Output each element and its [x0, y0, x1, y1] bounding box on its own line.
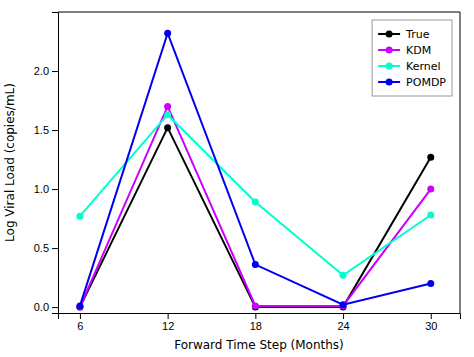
marker	[164, 111, 171, 118]
tick: 0.0	[34, 301, 58, 313]
marker	[340, 301, 347, 308]
axis-line	[59, 314, 461, 320]
marker	[164, 30, 171, 37]
tick-mark	[80, 313, 81, 319]
legend-label: KDM	[406, 44, 431, 57]
tick: 24	[337, 313, 349, 332]
legend-marker	[386, 63, 393, 70]
y-axis: 0.0 0.5 1.0 1.5 2.0	[34, 13, 59, 314]
tick-mark	[52, 248, 58, 249]
line	[80, 115, 431, 276]
tick-mark	[52, 307, 58, 308]
tick: 0.5	[34, 242, 58, 254]
tick-label: 2.0	[34, 65, 49, 77]
tick: 18	[250, 313, 262, 332]
marker	[427, 280, 434, 287]
tick-label: 18	[250, 320, 262, 332]
marker	[164, 103, 171, 110]
tick-mark	[431, 313, 432, 319]
tick-label: 1.5	[34, 124, 49, 136]
tick-mark	[168, 313, 169, 319]
tick-mark	[255, 313, 256, 319]
tick: 1.5	[34, 124, 58, 136]
marker	[252, 302, 259, 309]
marker	[427, 186, 434, 193]
tick: 1.0	[34, 183, 58, 195]
legend-item: True	[378, 28, 430, 41]
marker	[164, 124, 171, 131]
legend-item: KDM	[378, 44, 431, 57]
marker	[252, 199, 259, 206]
series	[76, 103, 434, 311]
axis-line	[52, 13, 59, 314]
tick-label: 24	[337, 320, 349, 332]
tick-label: 0.0	[34, 301, 49, 313]
tick-mark	[52, 71, 58, 72]
legend-marker	[386, 47, 393, 54]
tick-mark	[52, 130, 58, 131]
marker	[340, 272, 347, 279]
legend-label: Kernel	[406, 60, 441, 73]
marker	[76, 213, 83, 220]
legend-label: POMDP	[406, 76, 446, 89]
marker	[76, 302, 83, 309]
tick-label: 30	[425, 320, 437, 332]
legend-frame	[372, 20, 452, 96]
series	[76, 111, 434, 279]
legend-marker	[386, 31, 393, 38]
legend: True KDM Kernel POMDP	[372, 20, 452, 96]
tick-mark	[343, 313, 344, 319]
plot-frame	[58, 12, 460, 313]
tick: 2.0	[34, 65, 58, 77]
x-axis: 6 12 18 24 30	[59, 313, 461, 332]
y-axis-title: Log Viral Load (copies/mL)	[3, 83, 17, 242]
legend-marker	[386, 79, 393, 86]
tick-label: 12	[162, 320, 174, 332]
tick-label: 0.5	[34, 242, 49, 254]
tick-label: 6	[77, 320, 83, 332]
tick-mark	[52, 189, 58, 190]
tick: 30	[425, 313, 437, 332]
x-axis-title: Forward Time Step (Months)	[174, 338, 344, 352]
legend-item: Kernel	[378, 60, 441, 73]
plot: 6 12 18 24 30 0.0 0.5 1.0 1.5 2.0 Forward Time Ste…	[3, 12, 461, 352]
marker	[252, 261, 259, 268]
marker	[427, 154, 434, 161]
marker	[427, 212, 434, 219]
tick-label: 1.0	[34, 183, 49, 195]
legend-label: True	[405, 28, 430, 41]
tick: 6	[77, 313, 83, 332]
line	[80, 106, 431, 307]
legend-item: POMDP	[378, 76, 446, 89]
tick: 12	[162, 313, 174, 332]
chart: 6 12 18 24 30 0.0 0.5 1.0 1.5 2.0 Forward Time Ste…	[0, 0, 474, 357]
